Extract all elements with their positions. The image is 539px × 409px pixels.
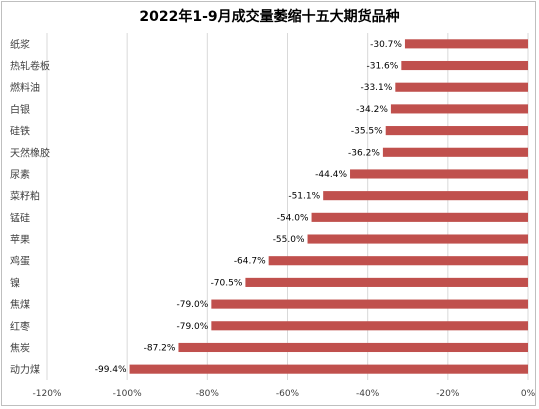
category-label: 硅铁 bbox=[10, 125, 30, 138]
bar-4 bbox=[385, 126, 528, 136]
category-label: 苹果 bbox=[10, 233, 30, 246]
data-label: -35.5% bbox=[351, 127, 383, 137]
category-label: 镍 bbox=[10, 276, 20, 289]
category-label: 动力煤 bbox=[10, 363, 40, 376]
data-label: -33.1% bbox=[360, 83, 392, 93]
category-label: 菜籽粕 bbox=[10, 190, 40, 203]
bar-9 bbox=[307, 234, 528, 244]
bar-11 bbox=[245, 277, 528, 287]
bar-10 bbox=[268, 256, 528, 266]
data-label: -55.0% bbox=[273, 235, 305, 245]
bar-15 bbox=[129, 364, 529, 374]
data-label: -64.7% bbox=[234, 257, 266, 267]
category-label: 鸡蛋 bbox=[10, 255, 30, 268]
bar-0 bbox=[404, 39, 528, 49]
x-tick-label: 0% bbox=[521, 389, 536, 399]
data-label: -30.7% bbox=[370, 40, 402, 50]
x-tick-label: -40% bbox=[356, 389, 380, 399]
bar-14 bbox=[178, 342, 528, 353]
x-tick-label: -120% bbox=[33, 389, 62, 399]
bar-1 bbox=[401, 60, 528, 71]
x-tick-label: -60% bbox=[276, 389, 300, 399]
category-label: 燃料油 bbox=[10, 81, 40, 94]
data-label: -79.0% bbox=[176, 322, 208, 332]
bar-12 bbox=[211, 299, 528, 309]
bar-3 bbox=[390, 104, 528, 114]
category-label: 纸浆 bbox=[10, 38, 30, 51]
bar-6 bbox=[350, 169, 528, 179]
category-label: 焦炭 bbox=[10, 341, 30, 354]
bar-13 bbox=[211, 321, 528, 331]
category-label: 尿素 bbox=[10, 168, 30, 181]
x-tick-label: -80% bbox=[196, 389, 220, 399]
bar-8 bbox=[311, 212, 528, 222]
chart-title: 2022年1-9月成交量萎缩十五大期货品种 bbox=[139, 9, 400, 25]
bar-2 bbox=[395, 82, 528, 92]
data-label: -34.2% bbox=[356, 105, 388, 115]
data-label: -54.0% bbox=[277, 213, 309, 223]
data-label: -44.4% bbox=[315, 170, 347, 180]
category-label: 白银 bbox=[10, 103, 30, 116]
category-label: 焦煤 bbox=[10, 298, 30, 311]
data-label: -36.2% bbox=[348, 148, 380, 158]
category-label: 天然橡胶 bbox=[10, 146, 50, 159]
bar-7 bbox=[323, 191, 528, 201]
data-label: -31.6% bbox=[366, 62, 398, 72]
data-label: -87.2% bbox=[144, 343, 176, 353]
bars bbox=[129, 39, 529, 374]
labels: -120% -100% -80% -60% -40% -20% 0% 纸浆 -30.7% 热轧卷板… bbox=[10, 38, 536, 399]
x-tick-label: -100% bbox=[113, 389, 142, 399]
bar-5 bbox=[382, 147, 528, 157]
category-label: 锰硅 bbox=[10, 211, 30, 224]
category-label: 红枣 bbox=[10, 320, 30, 333]
data-label: -70.5% bbox=[211, 278, 243, 288]
data-label: -99.4% bbox=[95, 365, 127, 375]
data-label: -51.1% bbox=[288, 192, 320, 202]
data-label: -79.0% bbox=[176, 300, 208, 310]
category-label: 热轧卷板 bbox=[10, 60, 50, 73]
x-tick-label: -20% bbox=[436, 389, 460, 399]
